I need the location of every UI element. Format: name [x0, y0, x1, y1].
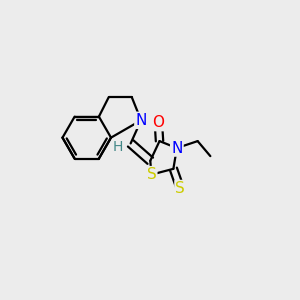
- Text: O: O: [152, 115, 164, 130]
- Text: N: N: [171, 140, 182, 155]
- Text: N: N: [135, 113, 147, 128]
- Text: H: H: [113, 140, 123, 154]
- Text: S: S: [176, 181, 185, 196]
- Text: S: S: [147, 167, 156, 182]
